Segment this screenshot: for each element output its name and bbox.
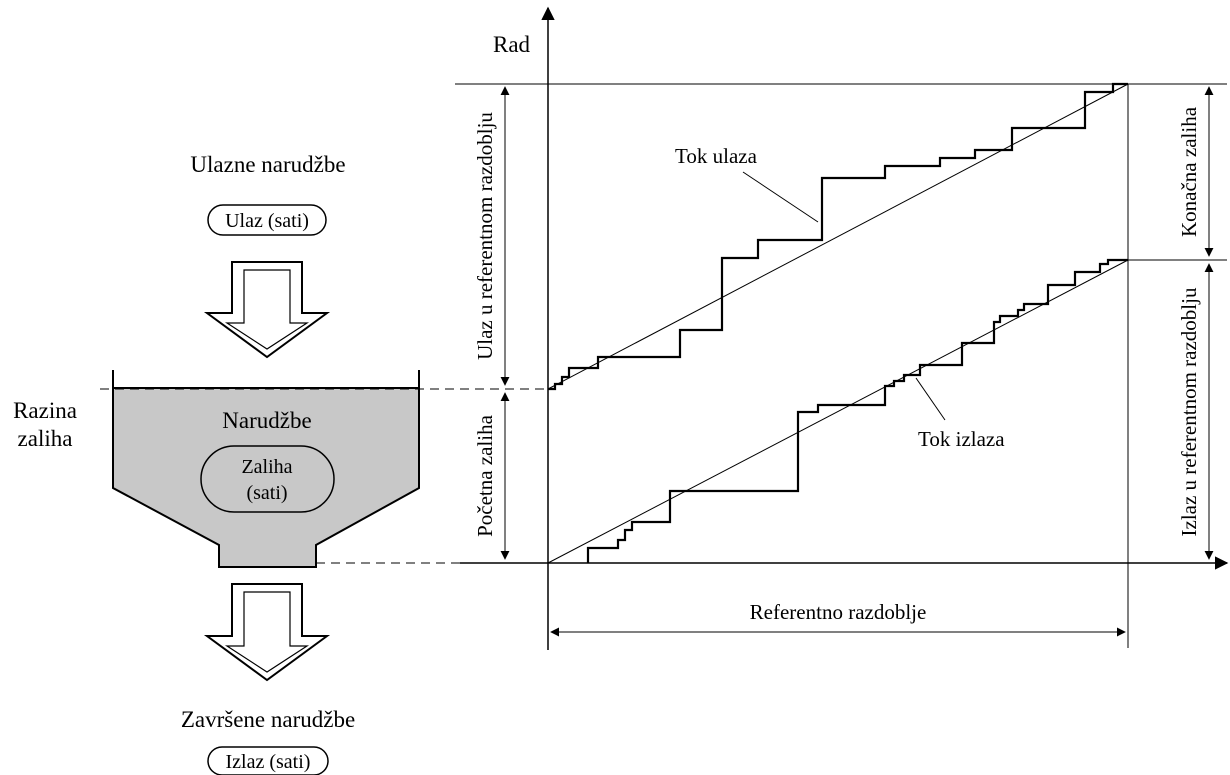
inventory-level-label-2: zaliha: [18, 426, 73, 451]
output-trend-line: [547, 259, 1129, 564]
output-arrow-icon: [203, 583, 331, 682]
inventory-level-label: Razina: [13, 398, 77, 423]
input-arrow-icon: [203, 261, 331, 359]
svg-text:Zaliha: Zaliha: [241, 456, 292, 478]
ref-period-label: Referentno razdoblje: [750, 600, 927, 624]
initial-stock-label: Početna zaliha: [473, 414, 497, 537]
y-axis-label: Rad: [493, 32, 531, 57]
svg-text:Ulaz (sati): Ulaz (sati): [225, 210, 309, 232]
input-flow-label: Tok ulaza: [675, 144, 758, 168]
completed-orders-title: Završene narudžbe: [181, 707, 355, 732]
input-flow-steps: [548, 82, 1128, 391]
input-pill: Ulaz (sati): [207, 204, 327, 236]
svg-text:(sati): (sati): [246, 482, 287, 504]
output-flow-steps: [586, 258, 1128, 563]
output-flow-label: Tok izlaza: [918, 427, 1005, 451]
svg-text:Izlaz (sati): Izlaz (sati): [226, 751, 311, 773]
output-period-label: Izlaz u referentnom razdoblju: [1177, 287, 1201, 536]
final-stock-label: Konačna zaliha: [1177, 106, 1201, 237]
output-pill: Izlaz (sati): [207, 746, 329, 775]
input-period-label: Ulaz u referentnom razdoblju: [473, 112, 497, 360]
output-flow-leader: [915, 377, 946, 421]
input-flow-leader: [742, 171, 819, 223]
input-trend-line: [547, 83, 1129, 390]
input-orders-title: Ulazne narudžbe: [190, 152, 345, 177]
funnel-title: Narudžbe: [222, 408, 311, 433]
stock-ellipse: Zaliha (sati): [200, 445, 335, 513]
